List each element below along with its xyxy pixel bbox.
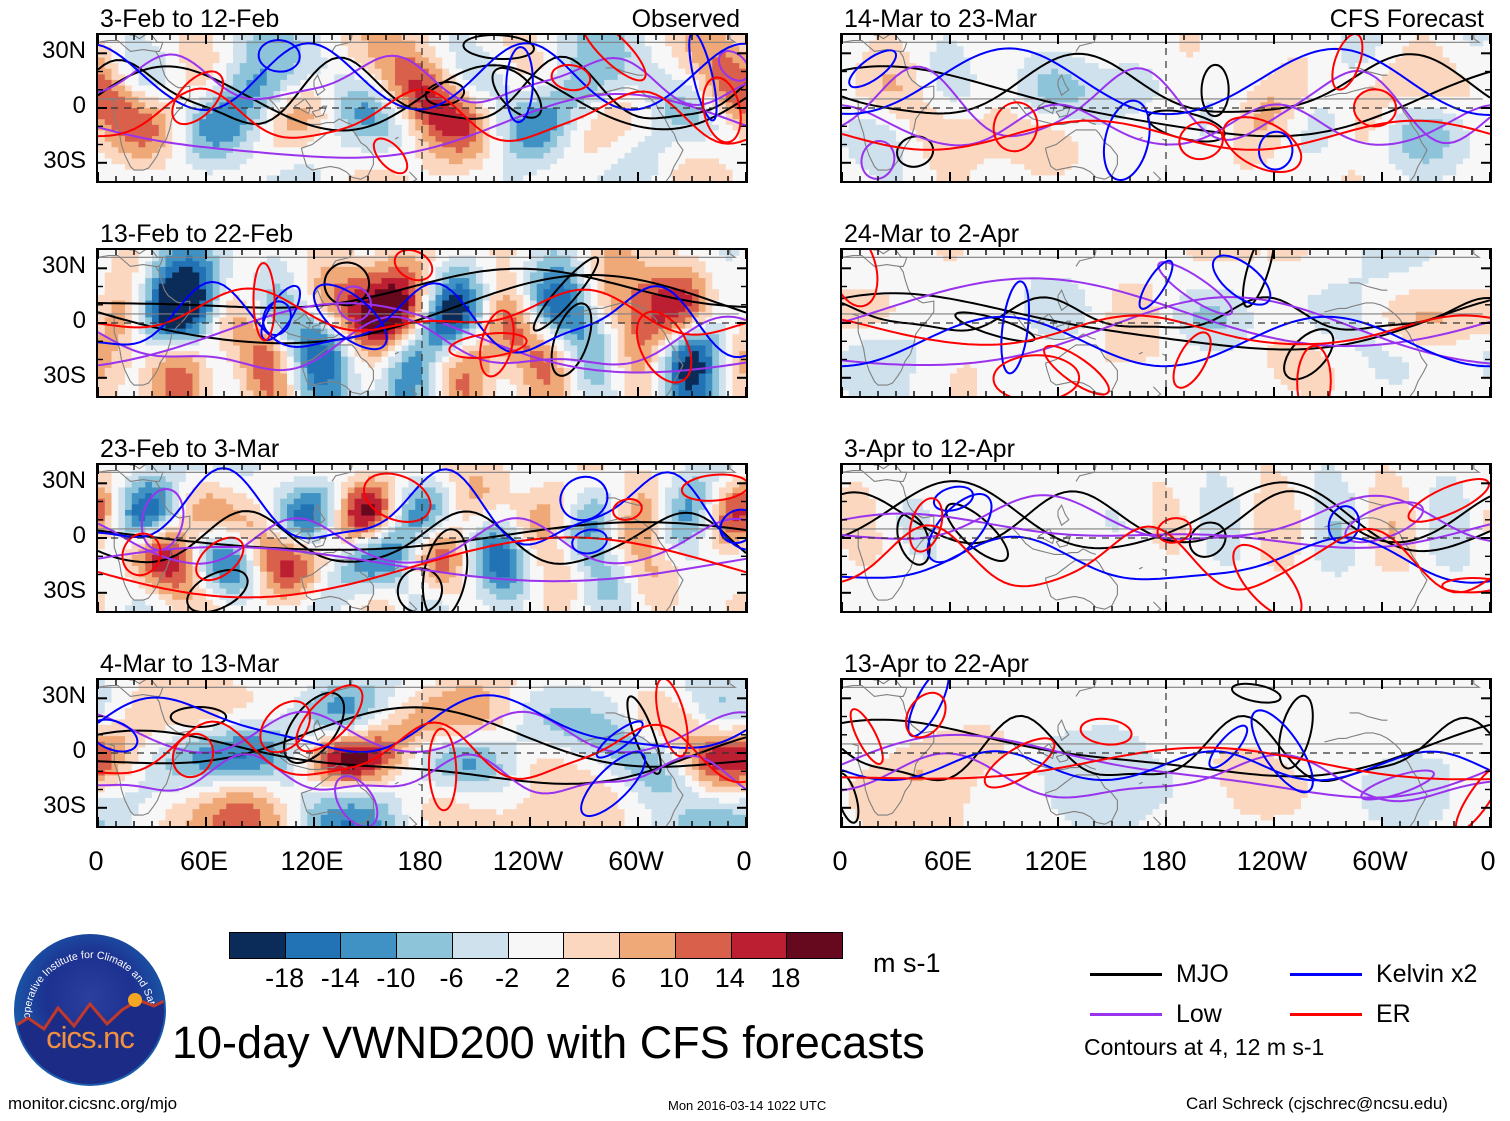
- panel-title: 13-Apr to 22-Apr: [844, 652, 1029, 677]
- footer-url[interactable]: monitor.cicsnc.org/mjo: [8, 1094, 177, 1114]
- map-plot-area: [840, 248, 1492, 398]
- x-axis-label: 60W: [1320, 848, 1440, 875]
- panel-title: 13-Feb to 22-Feb: [100, 222, 293, 247]
- x-axis-label: 60E: [144, 848, 264, 875]
- colorbar-swatch: [452, 933, 509, 958]
- colorbar-tick-label: -2: [467, 965, 547, 992]
- legend-line-swatch: [1290, 1013, 1362, 1016]
- colorbar-swatch: [787, 933, 843, 958]
- legend-line-swatch: [1290, 973, 1362, 976]
- x-axis-label: 120E: [996, 848, 1116, 875]
- legend-line-swatch: [1090, 973, 1162, 976]
- y-axis-label: 30N: [0, 39, 86, 63]
- map-plot-area: [840, 33, 1492, 183]
- panel-title: 3-Apr to 12-Apr: [844, 437, 1015, 462]
- colorbar-tick-label: -14: [300, 965, 380, 992]
- colorbar-tick-label: 14: [690, 965, 770, 992]
- x-axis-label: 60E: [888, 848, 1008, 875]
- map-plot-area: [840, 678, 1492, 828]
- y-axis-label: 30N: [0, 469, 86, 493]
- colorbar-swatch: [620, 933, 676, 958]
- y-axis-label: 0: [0, 524, 86, 548]
- legend-label: MJO: [1176, 962, 1229, 987]
- map-plot-area: [96, 463, 748, 613]
- column-header: CFS Forecast: [1330, 7, 1484, 32]
- colorbar-tick-label: 2: [523, 965, 603, 992]
- panel-title: 3-Feb to 12-Feb: [100, 7, 279, 32]
- colorbar-tick-label: -10: [356, 965, 436, 992]
- x-axis-label: 180: [360, 848, 480, 875]
- colorbar-swatch: [508, 933, 565, 958]
- colorbar-swatch: [230, 933, 286, 958]
- logo-mountains: [16, 993, 164, 1084]
- colorbar-tick-label: 10: [634, 965, 714, 992]
- map-plot-area: [96, 248, 748, 398]
- x-axis-label: 180: [1104, 848, 1224, 875]
- map-plot-area: [840, 463, 1492, 613]
- x-axis-label: 0: [36, 848, 156, 875]
- colorbar-tick-label: -6: [412, 965, 492, 992]
- x-axis-label: 120E: [252, 848, 372, 875]
- y-axis-label: 30N: [0, 254, 86, 278]
- legend-label: Low: [1176, 1002, 1222, 1027]
- column-header: Observed: [632, 7, 740, 32]
- legend-line-swatch: [1090, 1013, 1162, 1016]
- x-axis-label: 0: [780, 848, 900, 875]
- panel-title: 23-Feb to 3-Mar: [100, 437, 279, 462]
- y-axis-label: 30S: [0, 793, 86, 818]
- panel-title: 14-Mar to 23-Mar: [844, 7, 1037, 32]
- colorbar: [229, 932, 843, 959]
- y-axis-label: 0: [0, 94, 86, 118]
- map-plot-area: [96, 33, 748, 183]
- panel-title: 24-Mar to 2-Apr: [844, 222, 1019, 247]
- footer-timestamp: Mon 2016-03-14 1022 UTC: [668, 1098, 826, 1113]
- colorbar-swatch: [564, 933, 621, 958]
- y-axis-label: 30S: [0, 148, 86, 173]
- colorbar-unit-label: m s-1: [873, 950, 941, 977]
- page-title: 10-day VWND200 with CFS forecasts: [172, 1020, 925, 1065]
- footer-author: Carl Schreck (cjschrec@ncsu.edu): [1186, 1094, 1448, 1114]
- colorbar-tick-label: 6: [578, 965, 658, 992]
- colorbar-swatch: [285, 933, 342, 958]
- colorbar-swatch: [397, 933, 453, 958]
- colorbar-tick-label: -18: [245, 965, 325, 992]
- x-axis-label: 120W: [468, 848, 588, 875]
- colorbar-swatch: [731, 933, 788, 958]
- y-axis-label: 30S: [0, 578, 86, 603]
- legend-label: Kelvin x2: [1376, 962, 1477, 987]
- x-axis-label: 0: [684, 848, 804, 875]
- colorbar-swatch: [341, 933, 398, 958]
- contour-note: Contours at 4, 12 m s-1: [1084, 1036, 1324, 1059]
- logo-wordmark: cics.nc: [14, 1022, 166, 1053]
- cics-nc-logo: Cooperative Institute for Climate and Sa…: [14, 934, 166, 1086]
- legend-label: ER: [1376, 1002, 1411, 1027]
- map-plot-area: [96, 678, 748, 828]
- y-axis-label: 0: [0, 739, 86, 763]
- y-axis-label: 30N: [0, 684, 86, 708]
- x-axis-label: 120W: [1212, 848, 1332, 875]
- panel-title: 4-Mar to 13-Mar: [100, 652, 279, 677]
- y-axis-label: 0: [0, 309, 86, 333]
- colorbar-tick-label: 18: [745, 965, 825, 992]
- x-axis-label: 0: [1428, 848, 1510, 875]
- colorbar-swatch: [675, 933, 732, 958]
- x-axis-label: 60W: [576, 848, 696, 875]
- y-axis-label: 30S: [0, 363, 86, 388]
